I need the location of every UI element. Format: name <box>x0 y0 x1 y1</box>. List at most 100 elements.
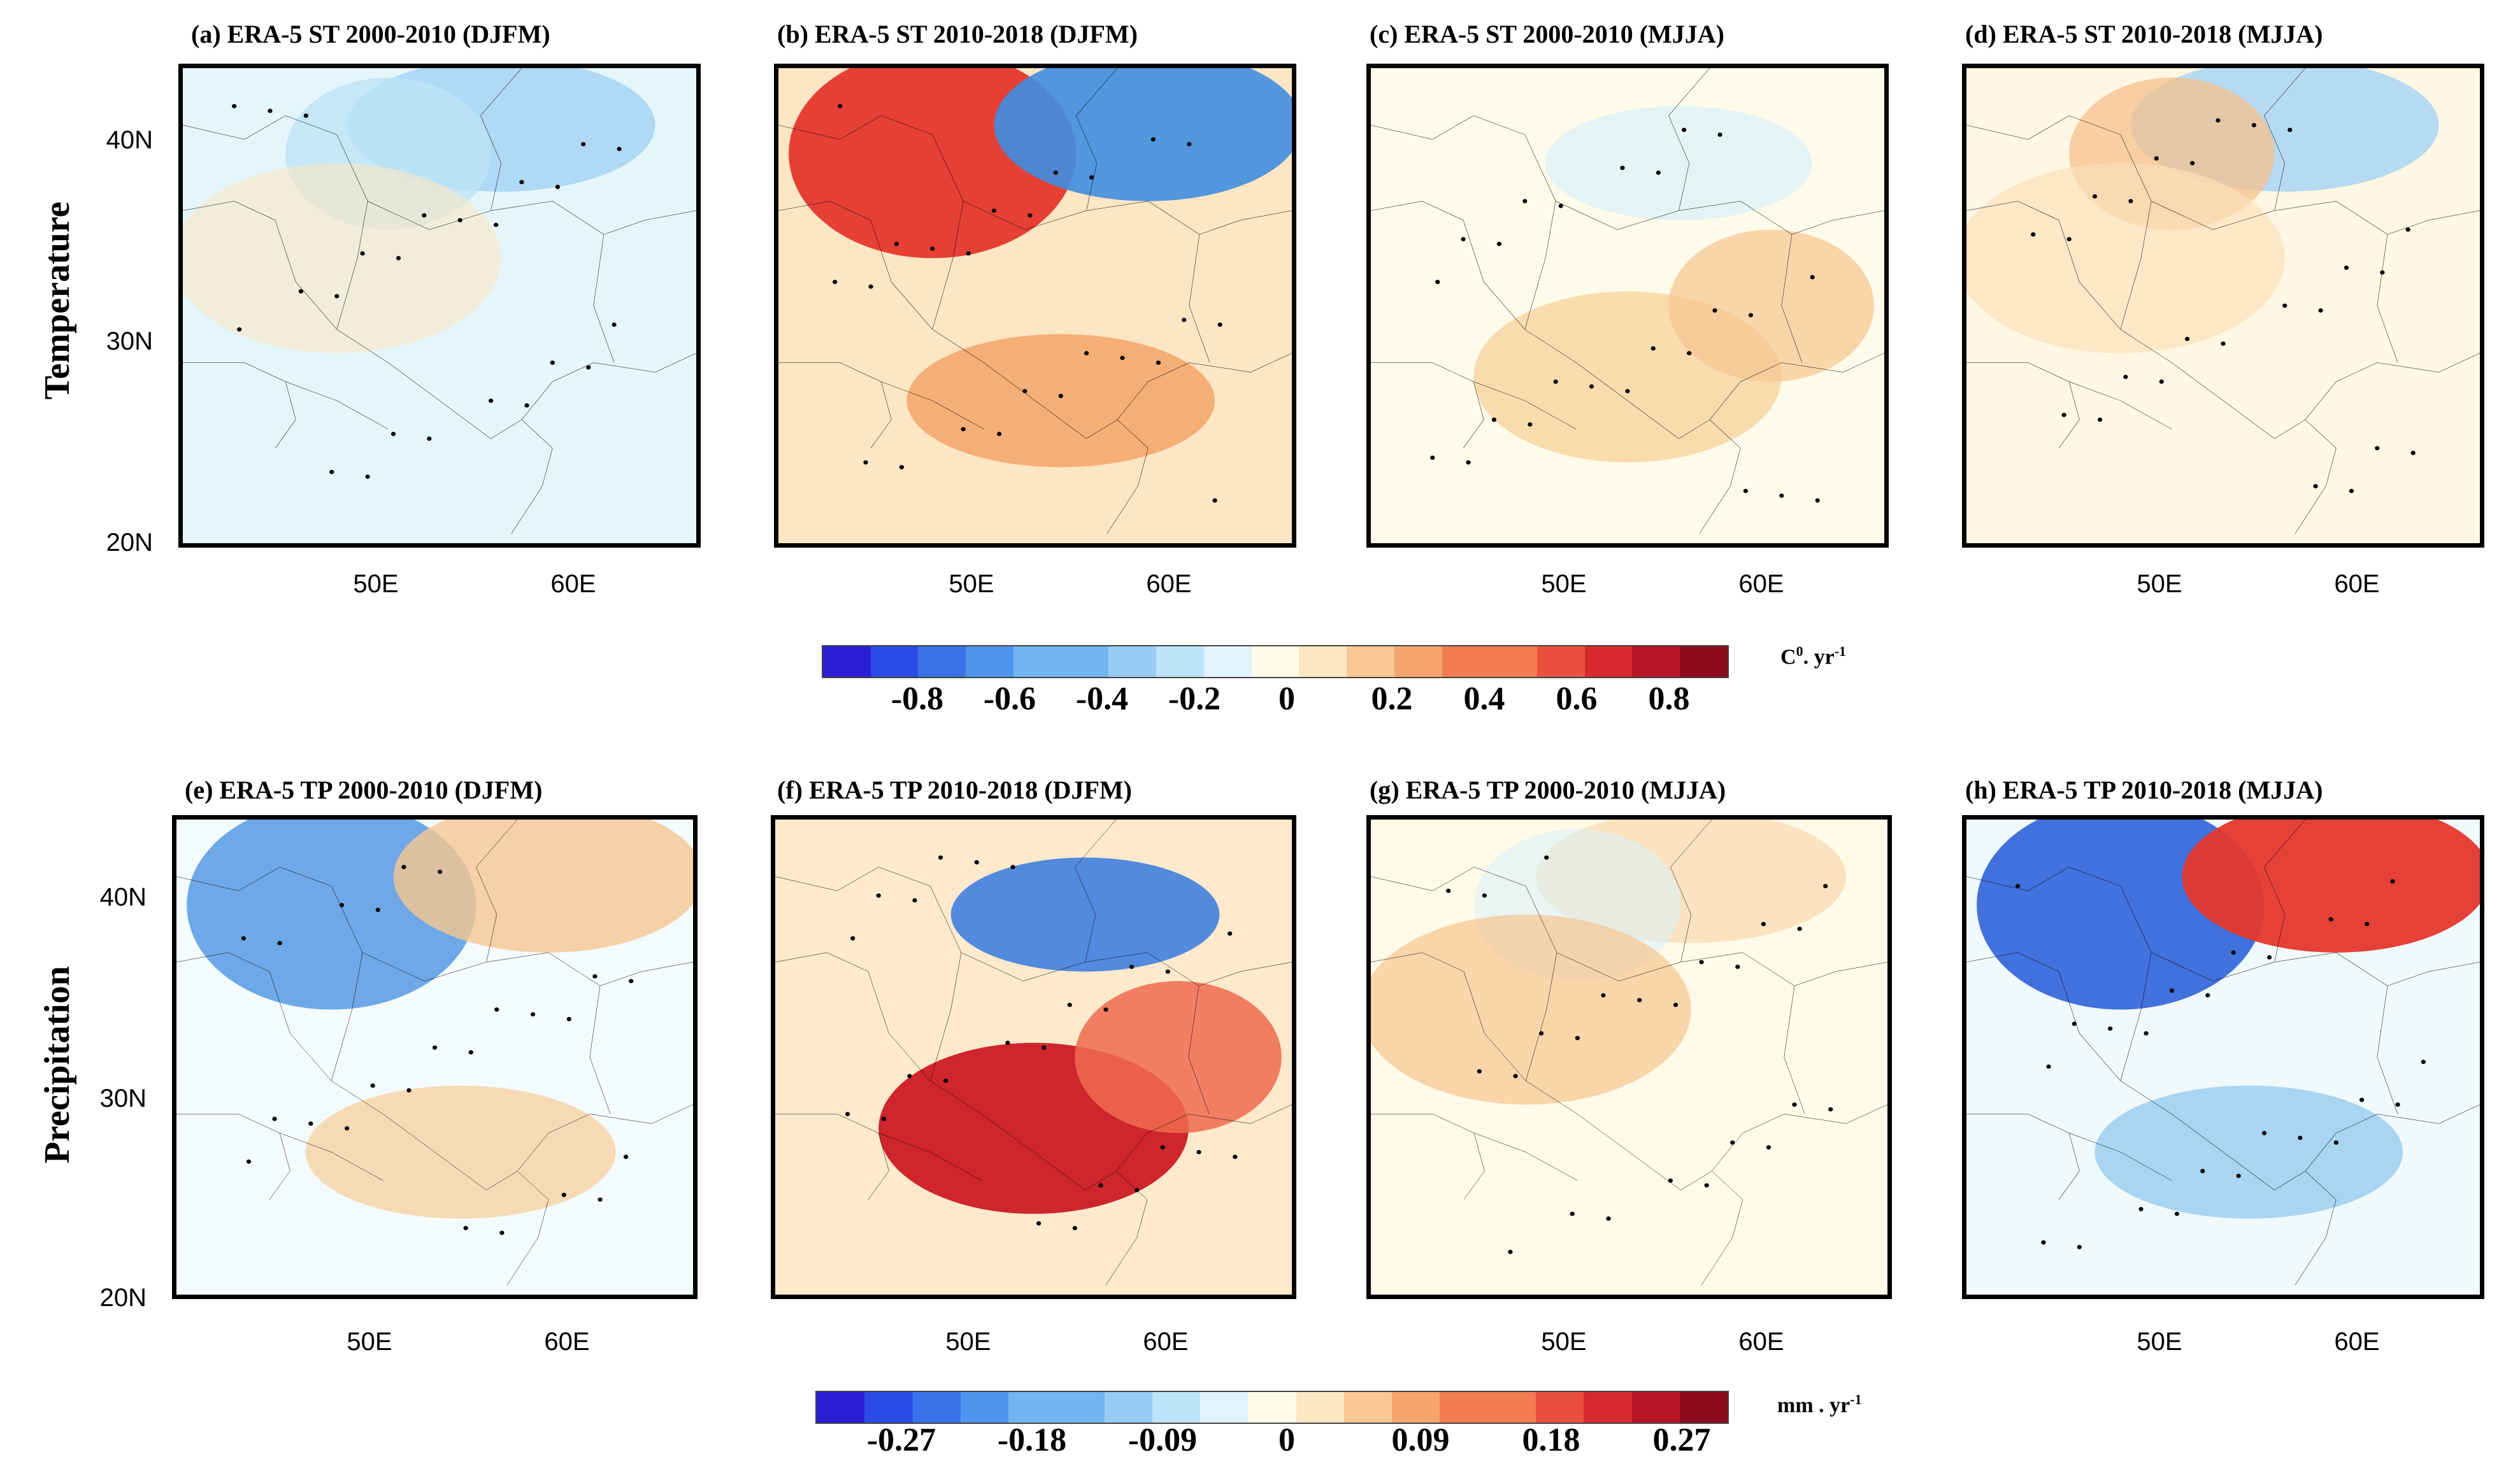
significance-dot <box>586 365 591 370</box>
colorbar-swatch <box>1056 1392 1105 1423</box>
significance-dot <box>1656 170 1661 175</box>
country-border <box>1700 420 1740 534</box>
significance-dot <box>2159 380 2164 384</box>
significance-dot <box>1496 241 1502 246</box>
significance-dot <box>2282 303 2287 308</box>
colorbar-tick-label: -0.27 <box>866 1422 936 1458</box>
country-border <box>183 363 388 429</box>
country-border <box>871 381 891 448</box>
significance-dot <box>1067 1002 1072 1007</box>
significance-dot <box>272 1116 277 1121</box>
shaded-region <box>305 1085 616 1219</box>
significance-dot <box>1098 1183 1103 1188</box>
significance-dot <box>2421 1060 2426 1064</box>
significance-dot <box>1682 127 1687 132</box>
significance-dot <box>339 902 345 907</box>
lon-label-60e: 60E <box>1146 570 1192 598</box>
significance-dot <box>488 398 494 403</box>
significance-dot <box>561 1192 566 1197</box>
significance-dot <box>1743 488 1749 494</box>
significance-dot <box>1766 1145 1772 1150</box>
significance-dot <box>881 1116 886 1121</box>
lon-label-50e: 50E <box>347 1328 392 1356</box>
significance-dot <box>241 936 247 941</box>
country-border <box>868 1133 889 1199</box>
significance-dot <box>360 251 365 256</box>
significance-dot <box>1650 346 1656 351</box>
country-border <box>2377 986 2398 1114</box>
significance-dot <box>375 907 380 913</box>
country-border <box>2121 201 2151 329</box>
significance-dot <box>2221 341 2226 346</box>
colorbar-swatch <box>918 646 966 677</box>
country-border <box>1782 234 1802 362</box>
colorbar-swatch <box>864 1392 913 1423</box>
colorbar-swatch <box>1394 646 1442 677</box>
shaded-region <box>994 68 1292 201</box>
significance-dot <box>1187 142 1192 146</box>
country-border <box>183 201 696 439</box>
significance-dot <box>1528 422 1533 427</box>
significance-dot <box>494 222 499 227</box>
significance-dot <box>1699 960 1704 965</box>
colorbar-swatch <box>1104 1392 1152 1423</box>
country-border <box>1463 381 1484 448</box>
colorbar-swatch <box>1537 646 1585 677</box>
lon-label-60e: 60E <box>1738 570 1784 598</box>
significance-dot <box>2154 156 2159 161</box>
significance-dot <box>2266 955 2272 960</box>
significance-dot <box>907 1074 912 1079</box>
significance-dot <box>499 1230 505 1235</box>
panel-title-f: (f) ERA-5 TP 2010-2018 (DJFM) <box>777 776 1132 804</box>
significance-dot <box>390 432 396 436</box>
significance-dot <box>1828 1107 1833 1112</box>
significance-dot <box>1477 1069 1482 1074</box>
significance-dot <box>1589 384 1594 389</box>
significance-dot <box>2231 950 2236 955</box>
significance-dot <box>1156 360 1161 365</box>
shaded-region <box>1075 981 1282 1134</box>
significance-dot <box>961 427 966 432</box>
significance-dot <box>1810 274 1815 280</box>
country-border <box>176 953 693 1190</box>
colorbar-swatch <box>1584 646 1633 677</box>
significance-dot <box>401 865 406 869</box>
significance-dot <box>1461 237 1466 241</box>
shaded-region <box>1668 229 1874 382</box>
significance-dot <box>524 403 529 408</box>
map-panel-d <box>1962 64 2484 548</box>
significance-dot <box>2123 374 2128 380</box>
significance-dot <box>938 855 943 860</box>
country-border <box>1525 201 1556 329</box>
colorbar-swatch <box>1584 1392 1632 1423</box>
lon-label-60e: 60E <box>550 570 596 598</box>
country-border <box>1189 234 1210 362</box>
lat-label-20n: 20N <box>106 529 153 557</box>
significance-dot <box>592 974 598 979</box>
colorbar-swatch <box>1013 646 1061 677</box>
shaded-region <box>906 334 1215 467</box>
significance-dot <box>991 208 997 213</box>
shaded-region <box>1371 914 1691 1105</box>
significance-dot <box>2097 417 2103 422</box>
colorbar-swatch <box>870 646 919 677</box>
country-border <box>331 953 362 1081</box>
colorbar-swatch <box>1008 1392 1057 1423</box>
significance-dot <box>555 185 561 189</box>
country-border <box>275 381 296 448</box>
country-border <box>1526 953 1557 1081</box>
significance-dot <box>2287 127 2293 132</box>
lon-label-60e: 60E <box>544 1328 590 1356</box>
significance-dot <box>1058 394 1063 399</box>
map-graphic <box>183 68 696 543</box>
country-border <box>1784 986 1805 1114</box>
significance-dot <box>581 142 586 146</box>
colorbar-tick-label: 0.09 <box>1391 1422 1450 1458</box>
significance-dot <box>308 1121 313 1126</box>
panel-title-c: (c) ERA-5 ST 2000-2010 (MJJA) <box>1370 20 1724 48</box>
significance-dot <box>2405 227 2410 232</box>
lon-label-50e: 50E <box>945 1328 991 1356</box>
map-graphic <box>1371 820 1887 1295</box>
significance-dot <box>1538 1031 1544 1036</box>
shaded-region <box>1545 106 1813 220</box>
